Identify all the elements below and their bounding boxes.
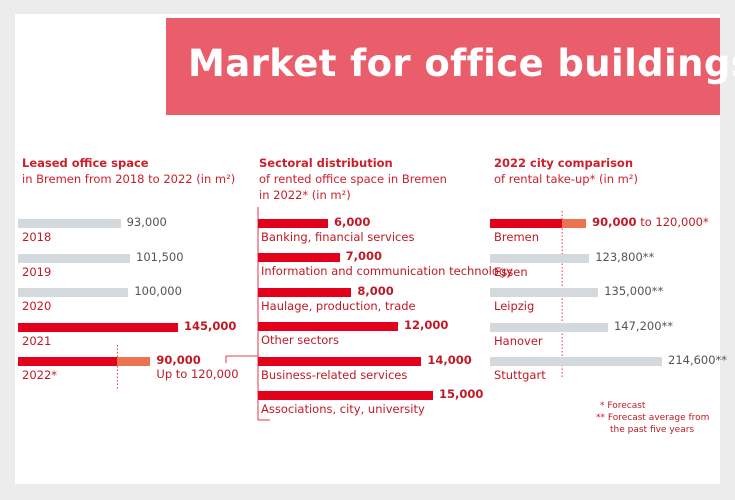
category-label-city-1: Essen bbox=[494, 264, 528, 279]
panel-2-subtitle-2: in 2022* (in m²) bbox=[259, 188, 351, 202]
footnote-forecast: * Forecast bbox=[600, 401, 646, 411]
bar-sector-2 bbox=[258, 287, 352, 297]
bar-city-1 bbox=[490, 253, 590, 263]
bar-city-forecast bbox=[562, 219, 587, 228]
value-label-leased-4: 90,000 bbox=[156, 353, 201, 367]
panel-3-header: 2022 city comparison of rental take-up* … bbox=[494, 155, 638, 187]
bar-sector-0 bbox=[258, 219, 328, 228]
category-label-sector-3: Other sectors bbox=[261, 333, 339, 348]
panel-1-subtitle: in Bremen from 2018 to 2022 (in m²) bbox=[22, 172, 236, 186]
value-label-sector-5: 15,000 bbox=[439, 387, 484, 401]
category-label-leased-1: 2019 bbox=[22, 264, 52, 279]
value-label-leased-3: 145,000 bbox=[184, 318, 237, 333]
bar-sector-4 bbox=[258, 356, 422, 366]
panel-2-subtitle: of rented office space in Bremen bbox=[259, 172, 447, 186]
value-label-leased-0: 93,000 bbox=[126, 215, 167, 229]
category-label-sector-5: Associations, city, university bbox=[261, 402, 425, 416]
value-label-sector-2: 8,000 bbox=[357, 283, 394, 298]
panel-2-title: Sectoral distribution bbox=[259, 156, 393, 170]
bar-leased-forecast bbox=[117, 357, 151, 366]
value-label-city-upper: to 120,000* bbox=[636, 215, 709, 229]
value-label-sector-3: 12,000 bbox=[404, 318, 449, 333]
category-label-sector-0: Banking, financial services bbox=[261, 230, 415, 244]
footnote-forecast-average-2: the past five years bbox=[610, 425, 695, 435]
panel-3-subtitle: of rental take-up* (in m²) bbox=[494, 172, 638, 186]
value-label-leased-1: 101,500 bbox=[136, 249, 184, 264]
category-label-leased-2: 2020 bbox=[22, 299, 52, 313]
value-label-city-2: 135,000** bbox=[604, 284, 664, 298]
category-label-city-2: Leipzig bbox=[494, 299, 535, 313]
panel-1-title: Leased office space bbox=[22, 156, 149, 170]
value-label-city-1: 123,800** bbox=[595, 249, 655, 264]
value-label-city-4: 214,600** bbox=[668, 353, 728, 367]
value-label-city-3: 147,200** bbox=[613, 318, 674, 333]
bar-city-0 bbox=[490, 219, 563, 228]
bar-city-2 bbox=[490, 288, 599, 297]
value-label-sector-0: 6,000 bbox=[334, 215, 371, 229]
title-banner: Market for office buildings bbox=[166, 18, 735, 115]
category-label-city-3: Hanover bbox=[494, 333, 543, 348]
category-label-sector-4: Business-related services bbox=[261, 367, 408, 382]
value-label-sector-1: 7,000 bbox=[345, 249, 383, 264]
panel-3-title: 2022 city comparison bbox=[494, 156, 634, 170]
value-label-city-0: 90,000 to 120,000* bbox=[592, 215, 709, 229]
category-label-city-4: Stuttgart bbox=[494, 368, 546, 382]
category-label-sector-2: Haulage, production, trade bbox=[261, 298, 416, 313]
value-label-leased-2: 100,000 bbox=[134, 284, 182, 298]
bar-sector-3 bbox=[258, 322, 398, 332]
bar-city-3 bbox=[490, 322, 608, 332]
panel-1-header: Leased office space in Bremen from 2018 … bbox=[22, 155, 235, 187]
bar-sector-1 bbox=[258, 253, 340, 263]
bar-leased-2 bbox=[18, 288, 129, 297]
category-label-leased-3: 2021 bbox=[22, 333, 52, 348]
bar-sector-5 bbox=[258, 391, 433, 400]
footnote-forecast-average: ** Forecast average from bbox=[596, 413, 710, 423]
bar-leased-0 bbox=[18, 219, 121, 228]
value-label-leased-upper: Up to 120,000 bbox=[156, 367, 239, 381]
category-label-sector-1: Information and communication technology bbox=[261, 264, 513, 279]
bar-city-4 bbox=[490, 357, 662, 366]
page-title: Market for office buildings bbox=[188, 42, 735, 85]
category-label-leased-4: 2022* bbox=[22, 368, 58, 382]
bar-leased-3 bbox=[18, 322, 178, 332]
bar-leased-1 bbox=[18, 253, 130, 263]
value-label-sector-4: 14,000 bbox=[427, 352, 472, 367]
category-label-leased-0: 2018 bbox=[22, 230, 52, 244]
panel-2-header: Sectoral distribution of rented office s… bbox=[259, 155, 447, 203]
category-label-city-0: Bremen bbox=[494, 230, 540, 244]
bar-leased-4 bbox=[18, 357, 118, 366]
